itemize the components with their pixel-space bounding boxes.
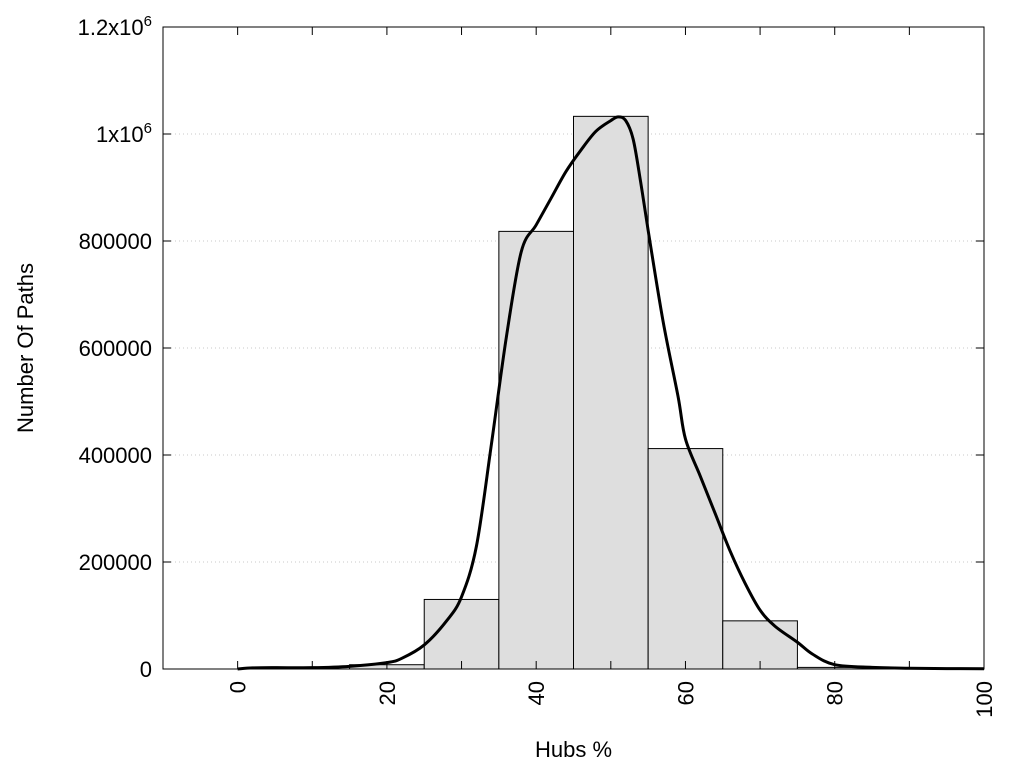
- y-tick-exponent: 6: [144, 13, 152, 30]
- density-curve-layer: [237, 115, 985, 671]
- histogram-bars: [349, 115, 873, 670]
- x-tick-label: 100: [972, 681, 997, 718]
- x-axis-ticks: 0 20 40 60 80 100: [226, 27, 997, 718]
- grid-lines: [163, 133, 984, 563]
- x-tick-label: 0: [226, 681, 251, 693]
- histogram-bar: [647, 448, 724, 670]
- y-tick-exponent: 6: [144, 120, 152, 137]
- y-tick-label: 1.2x106: [78, 13, 152, 40]
- y-axis-ticks: 0 200000 400000 600000 800000 1x106 1.2x106: [78, 13, 984, 682]
- histogram-bar: [573, 115, 649, 670]
- y-tick-label: 800000: [79, 229, 152, 254]
- y-tick-label: 1x106: [96, 120, 152, 147]
- y-axis-label: Number Of Paths: [13, 263, 38, 433]
- x-tick-label: 40: [524, 681, 549, 705]
- y-tick-label: 200000: [79, 550, 152, 575]
- x-tick-label: 60: [673, 681, 698, 705]
- y-tick-label: 400000: [79, 443, 152, 468]
- y-tick-label: 600000: [79, 336, 152, 361]
- density-curve: [237, 115, 985, 671]
- x-tick-label: 20: [375, 681, 400, 705]
- histogram-bar: [498, 230, 575, 670]
- y-tick-label: 0: [140, 657, 152, 682]
- x-axis-label: Hubs %: [535, 737, 612, 762]
- x-tick-label: 80: [823, 681, 848, 705]
